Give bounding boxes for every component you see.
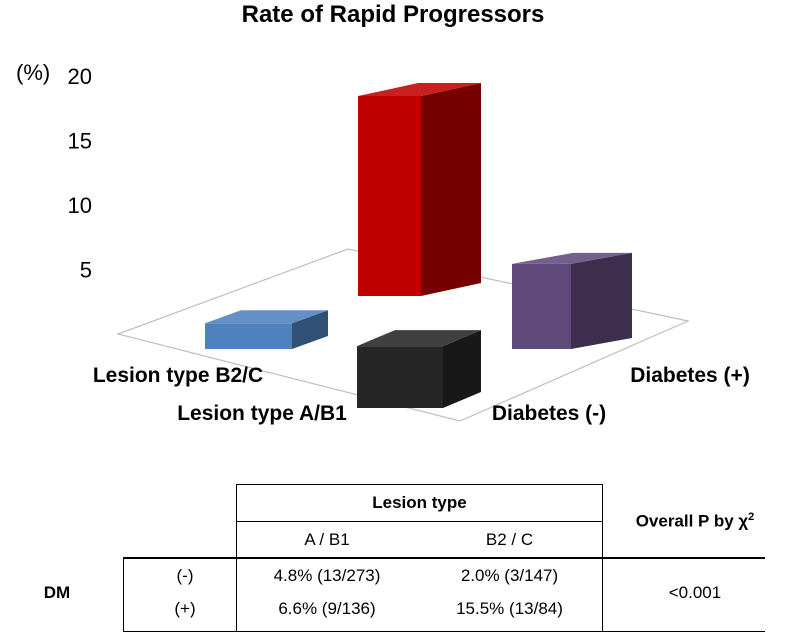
table-row-label-minus: (-)	[176, 566, 194, 585]
table-cell-minus-b: 2.0% (3/147)	[460, 566, 559, 585]
table-row-label-plus: (+)	[174, 599, 196, 618]
table-header-col-b: B2 / C	[485, 530, 534, 549]
bar-side-face	[292, 310, 328, 349]
bar-top-face	[358, 83, 481, 97]
bar-chart-3d: Rate of Rapid Progressors (%) 5 10 15 20 Le…	[16, 1, 750, 425]
y-axis-label: (%)	[16, 60, 50, 85]
row-label-b2c: Lesion type B2/C	[93, 364, 263, 387]
bar-top-face	[205, 310, 328, 324]
y-axis-ticks: 5 10 15 20	[68, 64, 92, 283]
bar-lesion-type-b2-c-diabetes	[512, 252, 632, 349]
bar-side-face	[443, 330, 481, 408]
row-label-ab1: Lesion type A/B1	[177, 402, 347, 425]
col-label-dm-plus: Diabetes (+)	[630, 364, 750, 387]
table-rule-header-bottom	[123, 557, 765, 559]
col-label-dm-minus: Diabetes (-)	[492, 402, 606, 425]
y-tick-20: 20	[68, 64, 92, 89]
table-cell-plus-a: 6.6% (9/136)	[278, 599, 376, 618]
table-rule-col1	[236, 484, 237, 632]
bar-top-face	[512, 252, 632, 264]
table-rule-top-right	[236, 484, 603, 485]
y-tick-5: 5	[80, 258, 92, 283]
table-header-lesion-type: Lesion type	[372, 493, 467, 512]
y-tick-15: 15	[68, 129, 92, 154]
bar-side-face	[571, 252, 632, 349]
table-header-overall-p: Overall P by χ2	[603, 511, 787, 532]
table-header-col-a: A / B1	[304, 530, 350, 549]
table-row-group-dm: DM	[43, 583, 71, 602]
bar-lesion-type-b2-c-diabetes	[205, 310, 328, 349]
bar-front-face	[205, 323, 292, 349]
bar-top-face	[357, 330, 481, 347]
overall-p-label: Overall P by χ	[635, 511, 749, 531]
y-tick-10: 10	[68, 193, 92, 218]
table-cell-minus-a: 4.8% (13/273)	[273, 566, 381, 585]
bar-lesion-type-a-b1-diabetes	[358, 83, 481, 296]
chart-title: Rate of Rapid Progressors	[242, 1, 545, 28]
bar-front-face	[358, 96, 421, 296]
table-rule-dm-divider	[123, 557, 124, 632]
bar-front-face	[512, 263, 571, 349]
table-cell-plus-b: 15.5% (13/84)	[456, 599, 563, 618]
table-p-value: <0.001	[668, 583, 722, 602]
bar-lesion-type-a-b1-diabetes	[357, 330, 481, 408]
bar-side-face	[421, 83, 481, 296]
overall-p-superscript: 2	[748, 511, 755, 523]
table-rule-col3	[602, 484, 603, 632]
bar-front-face	[357, 346, 443, 408]
table-rule-subheader	[236, 521, 603, 522]
bars	[205, 83, 632, 408]
